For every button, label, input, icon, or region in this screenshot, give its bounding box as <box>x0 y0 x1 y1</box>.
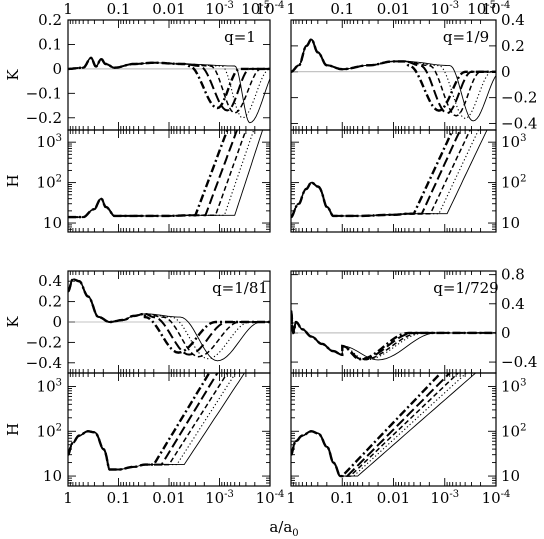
k-tick-label: 0.1 <box>38 35 62 53</box>
top-x-tick-label: 10-4 <box>482 0 511 18</box>
h-curve-longdash <box>68 373 219 471</box>
h-tick-label: 10 <box>501 467 520 485</box>
k-tick-label: 0.2 <box>38 293 62 311</box>
h-tick-label: 10 <box>43 214 62 232</box>
h-tick-label: 103 <box>37 377 62 395</box>
top-x-tick-label: 0.01 <box>152 0 185 18</box>
h-curve-solid <box>68 373 245 470</box>
k-tick-label: 0.2 <box>501 37 525 55</box>
h-panel-frame <box>290 129 497 233</box>
h-curve-dash <box>291 373 459 477</box>
bottom-x-tick-label: 10-4 <box>256 489 285 507</box>
k-tick-label: −0.1 <box>26 84 62 102</box>
panel-q-label: q=1/81 <box>212 279 268 297</box>
top-x-tick-label: 0.1 <box>330 0 354 18</box>
bottom-x-tick-label: 10-4 <box>482 489 511 507</box>
h-tick-label: 103 <box>501 133 526 151</box>
k-curve-dash <box>291 310 496 361</box>
top-x-tick-label: 10-5 <box>467 0 496 18</box>
h-tick-label: 103 <box>501 377 526 395</box>
bottom-x-tick-label: 1 <box>286 489 296 507</box>
top-x-tick-label: 1 <box>63 0 73 18</box>
top-x-tick-label: 0.1 <box>107 0 131 18</box>
h-curve-dot <box>291 130 479 218</box>
h-curve-dotdash <box>291 130 454 219</box>
k-tick-label: 0 <box>52 313 62 331</box>
k-tick-label: 0 <box>501 63 511 81</box>
k-curve-solid <box>68 278 270 362</box>
k-curve-dotdash <box>68 56 270 110</box>
top-x-tick-label: 0.01 <box>377 0 410 18</box>
k-tick-label: −0.2 <box>26 333 62 351</box>
h-curve-dash <box>68 373 228 471</box>
top-x-tick-label: 10-4 <box>256 0 285 18</box>
k-tick-label: 0 <box>501 324 511 342</box>
h-axis-label: H <box>4 174 22 187</box>
h-curve-dot <box>68 130 255 218</box>
k-curve-solid <box>291 38 496 122</box>
h-curve-dot <box>291 373 467 477</box>
k-axis-label: K <box>4 69 22 81</box>
bottom-x-tick-label: 10-3 <box>430 489 459 507</box>
top-x-tick-label: 10-3 <box>205 0 234 18</box>
k-curve-dotdash <box>291 38 496 112</box>
h-tick-label: 102 <box>37 422 62 440</box>
bottom-x-tick-label: 0.01 <box>152 489 185 507</box>
k-tick-label: 0 <box>52 60 62 78</box>
h-curve-solid <box>291 373 476 477</box>
bottom-x-tick-label: 0.1 <box>107 489 131 507</box>
x-axis-label: a/a0 <box>269 518 298 539</box>
h-axis-label: H <box>4 423 22 436</box>
h-curve-solid <box>291 130 488 218</box>
k-tick-label: −0.4 <box>501 353 537 371</box>
k-tick-label: −0.2 <box>26 109 62 127</box>
h-tick-label: 103 <box>37 133 62 151</box>
k-curve-dash <box>291 38 496 117</box>
h-tick-label: 102 <box>37 174 62 192</box>
h-curve-dotdash <box>68 130 229 219</box>
k-axis-label: K <box>4 316 22 328</box>
h-curve-dot <box>68 373 237 471</box>
bottom-x-tick-label: 0.1 <box>330 489 354 507</box>
k-curve-longdash <box>291 310 496 361</box>
k-curve-longdash <box>68 56 270 112</box>
h-curve-longdash <box>291 130 462 219</box>
k-tick-label: −0.4 <box>26 354 62 372</box>
h-tick-label: 102 <box>501 422 526 440</box>
h-curve-longdash <box>68 130 238 219</box>
panel-q-label: q=1/9 <box>443 28 489 46</box>
h-panel-frame <box>67 372 271 487</box>
k-curve-dotdash <box>291 310 496 361</box>
h-curve-solid <box>68 130 264 218</box>
panel-q-label: q=1/729 <box>433 279 498 297</box>
bottom-x-tick-label: 1 <box>63 489 73 507</box>
h-tick-label: 102 <box>501 174 526 192</box>
bottom-x-tick-label: 0.01 <box>377 489 410 507</box>
k-tick-label: −0.4 <box>501 115 537 133</box>
top-x-tick-label: 10-5 <box>241 0 270 18</box>
k-curve-solid <box>68 57 270 124</box>
k-curve-solid <box>291 310 496 361</box>
panel-q-label: q=1 <box>224 28 256 46</box>
k-tick-label: 0.8 <box>501 266 525 284</box>
top-x-tick-label: 1 <box>286 0 296 18</box>
bottom-x-tick-label: 10-3 <box>205 489 234 507</box>
k-tick-label: 0.2 <box>38 11 62 29</box>
top-x-tick-label: 10-3 <box>430 0 459 18</box>
k-tick-label: 0.4 <box>501 295 525 313</box>
k-curve-dot <box>68 278 270 360</box>
k-tick-label: −0.2 <box>501 89 537 107</box>
h-tick-label: 10 <box>501 214 520 232</box>
h-tick-label: 10 <box>43 467 62 485</box>
k-tick-label: 0.4 <box>501 11 525 29</box>
h-curve-dash <box>68 130 247 218</box>
k-tick-label: 0.4 <box>38 272 62 290</box>
h-curve-dash <box>291 130 471 218</box>
k-curve-dot <box>291 310 496 361</box>
